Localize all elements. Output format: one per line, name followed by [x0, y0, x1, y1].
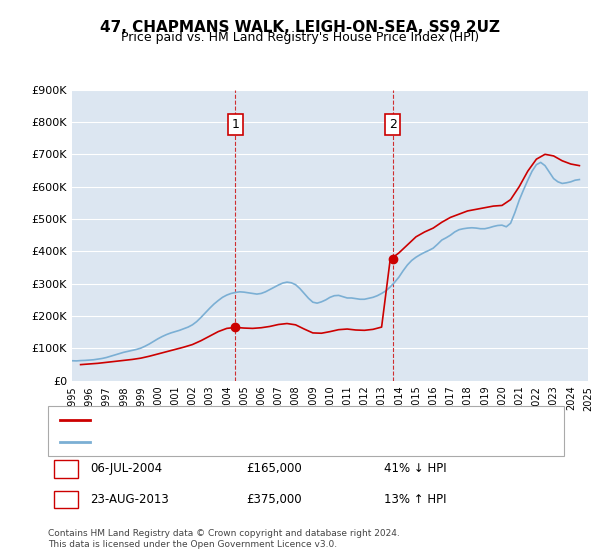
Text: 47, CHAPMANS WALK, LEIGH-ON-SEA, SS9 2UZ: 47, CHAPMANS WALK, LEIGH-ON-SEA, SS9 2UZ — [100, 20, 500, 35]
Text: 2: 2 — [62, 493, 70, 506]
Text: 1: 1 — [232, 118, 239, 131]
Text: Price paid vs. HM Land Registry's House Price Index (HPI): Price paid vs. HM Land Registry's House … — [121, 31, 479, 44]
Text: HPI: Average price, detached house, Southend-on-Sea: HPI: Average price, detached house, Sout… — [102, 437, 385, 447]
Text: 41% ↓ HPI: 41% ↓ HPI — [384, 462, 446, 475]
Text: 06-JUL-2004: 06-JUL-2004 — [90, 462, 162, 475]
Text: £165,000: £165,000 — [246, 462, 302, 475]
Text: 13% ↑ HPI: 13% ↑ HPI — [384, 493, 446, 506]
Text: 47, CHAPMANS WALK, LEIGH-ON-SEA, SS9 2UZ (detached house): 47, CHAPMANS WALK, LEIGH-ON-SEA, SS9 2UZ… — [102, 415, 441, 425]
Text: Contains HM Land Registry data © Crown copyright and database right 2024.
This d: Contains HM Land Registry data © Crown c… — [48, 529, 400, 549]
Text: 23-AUG-2013: 23-AUG-2013 — [90, 493, 169, 506]
Text: 2: 2 — [389, 118, 397, 131]
Text: 1: 1 — [62, 462, 70, 475]
Text: £375,000: £375,000 — [246, 493, 302, 506]
